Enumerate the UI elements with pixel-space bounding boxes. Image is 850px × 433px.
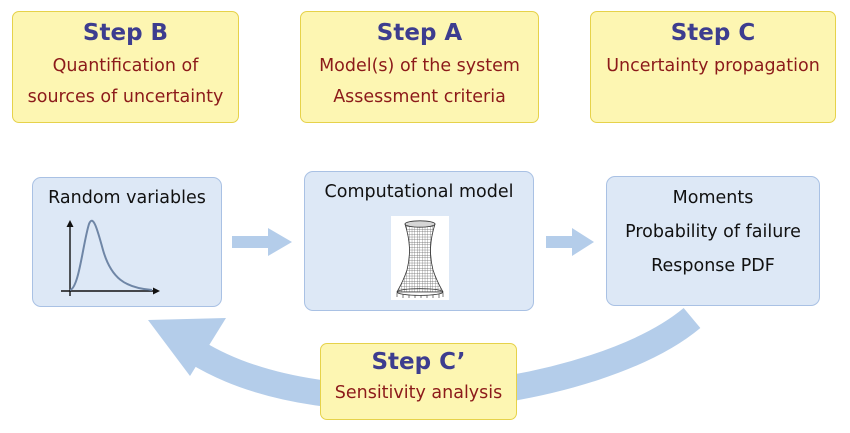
step-b-line: sources of uncertainty: [27, 87, 224, 107]
step-c-description: Uncertainty propagation: [591, 51, 835, 82]
flow-arrow-icon: [546, 228, 594, 256]
cooling-tower-mesh-icon: [391, 216, 449, 300]
step-b-box: Step B Quantification of sources of unce…: [12, 11, 239, 123]
outputs-list: Moments Probability of failure Response …: [607, 181, 819, 283]
probability-density-plot-icon: [61, 219, 160, 296]
computational-model-box: Computational model: [304, 171, 534, 311]
random-variables-title: Random variables: [48, 188, 206, 208]
step-c-line: Uncertainty propagation: [606, 56, 820, 76]
step-a-line: Model(s) of the system: [319, 56, 520, 76]
step-a-title: Step A: [376, 20, 463, 46]
flow-arrow-icon: [232, 228, 292, 256]
output-item-response-pdf: Response PDF: [651, 256, 775, 276]
step-b-line: Quantification of: [52, 56, 199, 76]
step-b-description: Quantification of sources of uncertainty: [13, 51, 238, 113]
step-c-title: Step C: [670, 20, 756, 46]
step-c-box: Step C Uncertainty propagation: [590, 11, 836, 123]
computational-model-title: Computational model: [324, 182, 514, 202]
step-a-description: Model(s) of the system Assessment criter…: [301, 51, 538, 113]
outputs-box: Moments Probability of failure Response …: [606, 176, 820, 306]
step-a-line: Assessment criteria: [333, 87, 506, 107]
output-item-probability-of-failure: Probability of failure: [625, 222, 801, 242]
step-c-prime-box: Step C’ Sensitivity analysis: [320, 343, 517, 420]
feedback-arrowhead-icon: [148, 318, 226, 376]
output-item-moments: Moments: [672, 188, 754, 208]
step-c-prime-description: Sensitivity analysis: [321, 378, 516, 409]
step-b-title: Step B: [82, 20, 169, 46]
step-c-prime-line: Sensitivity analysis: [334, 383, 503, 403]
step-a-box: Step A Model(s) of the system Assessment…: [300, 11, 539, 123]
random-variables-box: Random variables: [32, 177, 222, 307]
step-c-prime-title: Step C’: [371, 349, 466, 375]
